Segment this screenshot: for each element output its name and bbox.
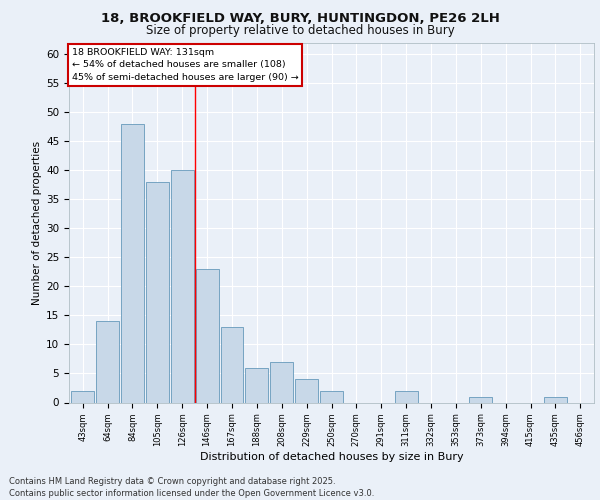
Bar	[71, 391, 94, 402]
Bar	[544, 396, 567, 402]
X-axis label: Distribution of detached houses by size in Bury: Distribution of detached houses by size …	[200, 452, 463, 462]
Bar	[245, 368, 268, 402]
Bar	[171, 170, 194, 402]
Text: 18 BROOKFIELD WAY: 131sqm
← 54% of detached houses are smaller (108)
45% of semi: 18 BROOKFIELD WAY: 131sqm ← 54% of detac…	[71, 48, 298, 82]
Bar	[395, 391, 418, 402]
Text: Size of property relative to detached houses in Bury: Size of property relative to detached ho…	[146, 24, 454, 37]
Text: 18, BROOKFIELD WAY, BURY, HUNTINGDON, PE26 2LH: 18, BROOKFIELD WAY, BURY, HUNTINGDON, PE…	[101, 12, 499, 26]
Y-axis label: Number of detached properties: Number of detached properties	[32, 140, 42, 304]
Bar	[121, 124, 144, 402]
Bar	[96, 321, 119, 402]
Bar	[469, 396, 492, 402]
Bar	[320, 391, 343, 402]
Bar	[270, 362, 293, 403]
Text: Contains HM Land Registry data © Crown copyright and database right 2025.
Contai: Contains HM Land Registry data © Crown c…	[9, 476, 374, 498]
Bar	[196, 269, 218, 402]
Bar	[295, 380, 318, 402]
Bar	[146, 182, 169, 402]
Bar	[221, 327, 244, 402]
